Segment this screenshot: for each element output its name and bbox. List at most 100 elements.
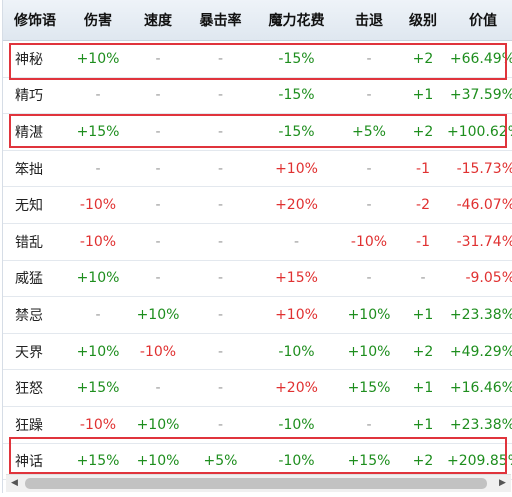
table-row: 威猛 +10% - - +15% - - -9.05% [3,260,512,298]
cell-damage: -10% [67,406,129,444]
cell-speed: - [129,260,187,298]
cell-speed: - [129,223,187,261]
cell-value: +49.29% [447,333,512,371]
arrow-left-icon[interactable]: ◀ [11,478,18,488]
cell-knockback: - [339,186,399,224]
col-header-modifier[interactable]: 修饰语 [3,0,67,41]
cell-tier: -1 [399,223,447,261]
cell-tier: +1 [399,406,447,444]
table-row: 狂躁 -10% +10% - -10% - +1 +23.38% [3,406,512,444]
cell-modifier: 精湛 [3,113,67,151]
cell-damage: +15% [67,369,129,407]
cell-crit-rate: - [187,333,254,371]
scrollbar-thumb[interactable] [25,478,487,489]
cell-modifier: 威猛 [3,260,67,298]
cell-knockback: +10% [339,333,399,371]
table-row: 无知 -10% - - +20% - -2 -46.07% [3,186,512,224]
cell-crit-rate: - [187,40,254,78]
cell-modifier: 笨拙 [3,150,67,188]
table-row: 精湛+15%---15%+5%+2+100.62% [3,113,512,151]
table-row: 错乱 -10% - - - -10% -1 -31.74% [3,223,512,261]
cell-knockback: - [339,40,399,78]
cell-mana-cost: +10% [254,150,339,188]
cell-mana-cost: +15% [254,260,339,298]
col-header-value[interactable]: 价值 [447,0,512,41]
cell-knockback: - [339,150,399,188]
col-header-speed[interactable]: 速度 [129,0,187,41]
col-header-mana-cost[interactable]: 魔力花费 [254,0,339,41]
modifier-table: 修饰语 伤害 速度 暴击率 魔力花费 击退 级别 价值 神秘 +10% - - -15%… [3,0,512,481]
cell-value: -9.05% [447,260,512,298]
cell-mana-cost: -15% [254,77,339,115]
cell-value: -46.07% [447,186,512,224]
col-header-crit-rate[interactable]: 暴击率 [187,0,254,41]
cell-speed: +10% [129,296,187,334]
cell-mana-cost: -15% [254,40,339,78]
col-header-knockback[interactable]: 击退 [339,0,399,41]
cell-tier: -1 [399,150,447,188]
cell-knockback: +5% [339,113,399,151]
cell-tier: +1 [399,369,447,407]
cell-value: +100.62% [447,113,512,151]
cell-damage: - [67,296,129,334]
cell-speed: - [129,113,187,151]
cell-value: +37.59% [447,77,512,115]
table-row: 神秘 +10% - - -15% - +2 +66.49% [3,40,512,78]
cell-mana-cost: -10% [254,333,339,371]
cell-speed: -10% [129,333,187,371]
arrow-right-icon[interactable]: ▶ [499,478,506,488]
cell-crit-rate: - [187,150,254,188]
cell-mana-cost: -10% [254,406,339,444]
cell-knockback: +10% [339,296,399,334]
cell-value: +66.49% [447,40,512,78]
cell-damage: -10% [67,223,129,261]
cell-crit-rate: - [187,260,254,298]
cell-crit-rate: - [187,186,254,224]
cell-mana-cost: - [254,223,339,261]
cell-modifier: 禁忌 [3,296,67,334]
cell-mana-cost: +20% [254,186,339,224]
cell-value: -31.74% [447,223,512,261]
cell-knockback: +15% [339,369,399,407]
cell-tier: +1 [399,296,447,334]
cell-crit-rate: - [187,296,254,334]
cell-tier: +2 [399,113,447,151]
cell-knockback: - [339,260,399,298]
table-row: 笨拙 - - - +10% - -1 -15.73% [3,150,512,188]
header-row: 修饰语 伤害 速度 暴击率 魔力花费 击退 级别 价值 [3,0,512,41]
cell-crit-rate: - [187,113,254,151]
cell-modifier: 错乱 [3,223,67,261]
cell-knockback: - [339,77,399,115]
cell-modifier: 精巧 [3,77,67,115]
horizontal-scrollbar[interactable]: ◀ ▶ [6,474,511,492]
cell-speed: - [129,77,187,115]
table-row: 狂怒 +15% - - +20% +15% +1 +16.46% [3,369,512,407]
cell-value: -15.73% [447,150,512,188]
cell-speed: - [129,40,187,78]
col-header-damage[interactable]: 伤害 [67,0,129,41]
col-header-tier[interactable]: 级别 [399,0,447,41]
cell-modifier: 狂躁 [3,406,67,444]
cell-tier: +1 [399,77,447,115]
cell-speed: +10% [129,406,187,444]
cell-damage: +10% [67,40,129,78]
cell-mana-cost: +20% [254,369,339,407]
cell-tier: +2 [399,40,447,78]
cell-crit-rate: - [187,223,254,261]
cell-modifier: 天界 [3,333,67,371]
cell-damage: - [67,150,129,188]
cell-tier: +2 [399,333,447,371]
cell-tier: -2 [399,186,447,224]
cell-damage: -10% [67,186,129,224]
table-row: 精巧 - - - -15% - +1 +37.59% [3,77,512,115]
cell-modifier: 无知 [3,186,67,224]
cell-damage: +15% [67,113,129,151]
cell-value: +23.38% [447,296,512,334]
table-row: 天界 +10% -10% - -10% +10% +2 +49.29% [3,333,512,371]
cell-knockback: -10% [339,223,399,261]
cell-tier: - [399,260,447,298]
cell-damage: +10% [67,333,129,371]
cell-mana-cost: -15% [254,113,339,151]
cell-damage: +10% [67,260,129,298]
